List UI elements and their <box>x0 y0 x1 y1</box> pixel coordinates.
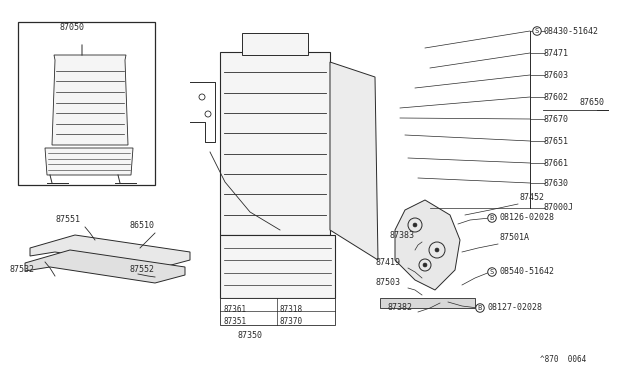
Polygon shape <box>330 62 378 260</box>
Circle shape <box>413 223 417 227</box>
Text: 87661: 87661 <box>543 158 568 167</box>
Text: B: B <box>490 215 494 221</box>
Text: 08126-02028: 08126-02028 <box>500 214 555 222</box>
Text: 87670: 87670 <box>543 115 568 124</box>
Text: 08430-51642: 08430-51642 <box>543 26 598 35</box>
Text: 87318: 87318 <box>280 305 303 314</box>
Text: 08127-02028: 08127-02028 <box>488 304 543 312</box>
Text: 87650: 87650 <box>580 98 605 107</box>
Text: 08540-51642: 08540-51642 <box>500 267 555 276</box>
Text: 87361: 87361 <box>223 305 246 314</box>
Text: 87382: 87382 <box>388 303 413 312</box>
Text: 86510: 86510 <box>130 221 155 230</box>
Text: 87551: 87551 <box>55 215 80 224</box>
Text: 87651: 87651 <box>543 137 568 145</box>
Text: 87532: 87532 <box>10 265 35 274</box>
Circle shape <box>435 248 439 252</box>
Text: 87050: 87050 <box>60 23 85 32</box>
Polygon shape <box>220 235 335 298</box>
Polygon shape <box>380 298 475 308</box>
Text: 87370: 87370 <box>280 317 303 327</box>
Polygon shape <box>52 55 128 145</box>
Text: B: B <box>478 305 482 311</box>
Text: 87351: 87351 <box>223 317 246 327</box>
Text: 87503: 87503 <box>375 278 400 287</box>
Text: 87552: 87552 <box>130 265 155 274</box>
Text: ^870  0064: ^870 0064 <box>540 355 586 364</box>
Text: 87419: 87419 <box>375 258 400 267</box>
Bar <box>220 298 335 325</box>
Text: 87452: 87452 <box>520 193 545 202</box>
Text: 87602: 87602 <box>543 93 568 102</box>
Polygon shape <box>395 200 460 290</box>
Polygon shape <box>242 33 308 55</box>
Text: 87000J: 87000J <box>543 203 573 212</box>
Bar <box>18 22 155 185</box>
Text: 87501A: 87501A <box>500 233 530 242</box>
Polygon shape <box>30 235 190 268</box>
Text: 87603: 87603 <box>543 71 568 80</box>
Polygon shape <box>220 52 330 235</box>
Text: S: S <box>535 28 539 34</box>
Text: S: S <box>490 269 494 275</box>
Circle shape <box>423 263 427 267</box>
Polygon shape <box>45 148 133 175</box>
Polygon shape <box>25 250 185 283</box>
Text: 87471: 87471 <box>543 48 568 58</box>
Text: 87383: 87383 <box>390 231 415 240</box>
Text: 87630: 87630 <box>543 179 568 187</box>
Text: 87350: 87350 <box>238 331 263 340</box>
